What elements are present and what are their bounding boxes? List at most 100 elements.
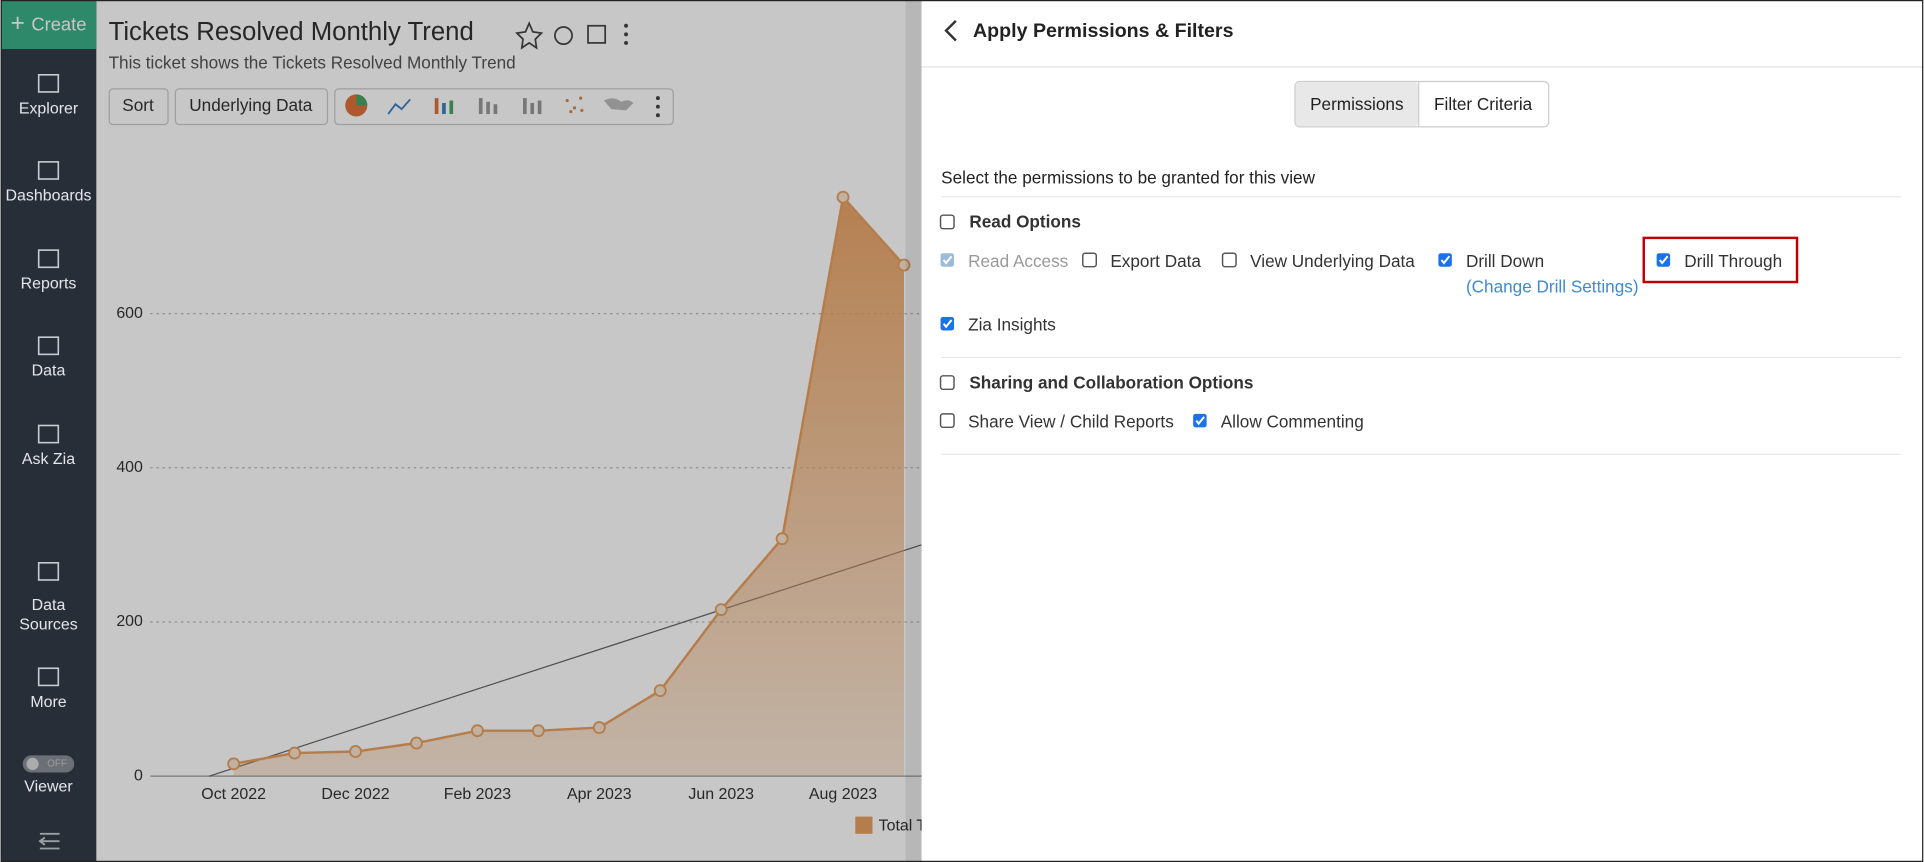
x-tick-label: Jun 2023 [688,786,754,803]
nav-label[interactable]: Reports [21,276,77,293]
x-tick-label: Feb 2023 [444,786,511,803]
nav-icon[interactable] [37,73,60,93]
plus-icon: + [10,10,24,37]
chart: 0 200 400 600 Oct 2022 Dec 2022 Feb 2023 Apr 20… [116,190,927,835]
option-label: Read Access [968,251,1068,271]
change-drill-settings-link[interactable]: (Change Drill Settings) [1466,277,1639,297]
nav-label[interactable]: Sources [19,617,77,634]
option-label: Allow Commenting [1221,412,1364,432]
panel-shadow [905,0,923,862]
option-checkbox[interactable] [1221,252,1237,268]
line [233,194,905,766]
checkmark [1195,416,1205,426]
tab-label[interactable]: Filter Criteria [1434,94,1533,114]
section-label: Read Options [969,212,1081,232]
x-tick-label: Dec 2022 [321,786,389,803]
nav-label[interactable]: Explorer [19,100,79,117]
data-point [592,721,606,735]
legend-label: Total T [879,818,927,835]
data-point [714,603,728,617]
toggle-label: OFF [47,758,67,769]
area [233,197,905,777]
nav-label[interactable]: More [30,694,66,711]
sort-label[interactable]: Sort [122,95,154,115]
option-label: Zia Insights [968,315,1056,335]
scatter-icon[interactable] [565,96,584,114]
x-tick-label: Apr 2023 [567,786,632,803]
option-checkbox [940,253,955,267]
tab-active-bg [1295,82,1419,127]
data-point [227,757,241,771]
map-icon[interactable] [603,98,634,111]
underlying-data-label[interactable]: Underlying Data [189,95,312,115]
nav-label[interactable]: Ask Zia [22,451,75,468]
data-point [653,684,667,698]
report-subtitle: This ticket shows the Tickets Resolved M… [109,52,516,72]
nav-label[interactable]: Viewer [24,778,73,795]
create-button[interactable] [0,0,97,50]
nav-label[interactable]: Data [32,363,66,380]
nav-icon[interactable] [37,667,60,687]
bar-icon[interactable] [434,98,454,115]
instruction: Select the permissions to be granted for… [941,168,1315,188]
section-checkbox[interactable] [939,214,955,230]
nav-icon[interactable] [37,249,60,269]
y-tick-label: 0 [134,767,143,784]
collapse-icon[interactable] [38,832,60,850]
refresh-icon[interactable] [554,26,573,46]
legend-swatch [855,816,873,834]
save-icon[interactable] [587,24,607,44]
nav-label[interactable]: Dashboards [6,187,92,204]
x-tick-label: Aug 2023 [809,786,877,803]
create-label[interactable]: Create [31,14,86,35]
checkmark [1440,255,1451,265]
option-checkbox[interactable] [1656,253,1671,267]
line-icon[interactable] [387,98,411,115]
checkmark [1658,255,1669,265]
checkmark [942,255,953,265]
sidebar-nav: Explorer Dashboards Reports Data Ask Zia Data… [6,73,92,795]
nav-icon[interactable] [37,161,60,180]
option-checkbox[interactable] [1082,252,1098,268]
y-tick-label: 200 [116,613,143,630]
sidebar [0,0,97,862]
nav-icon[interactable] [37,562,60,581]
panel-background [921,0,1924,862]
x-tick-label: Oct 2022 [201,786,266,803]
data-point [470,724,484,738]
data-point [531,724,545,738]
option-checkbox[interactable] [939,413,955,429]
report-area: + Create OFF Tickets Resolved Monthly Tr… [0,0,927,862]
highlight-box [1642,236,1799,284]
data-point [349,745,362,758]
more-icon[interactable] [624,23,628,45]
y-tick-label: 600 [116,305,143,322]
underlying-data-button[interactable] [174,88,329,126]
data-point [410,736,423,750]
nav-icon[interactable] [37,424,60,444]
y-tick-label: 400 [116,459,143,476]
sort-button[interactable] [108,88,169,126]
toolbar-more-icon[interactable] [655,96,660,118]
option-checkbox[interactable] [940,316,955,331]
data-point [836,190,850,204]
nav-label[interactable]: Data [32,597,66,614]
pie-slice [356,94,368,106]
favorite-icon[interactable] [515,21,544,50]
option-checkbox[interactable] [1193,413,1207,428]
column-icon[interactable] [523,98,542,115]
option-label: Drill Down [1466,251,1544,271]
nav-icon[interactable] [37,336,60,356]
data-point [775,532,789,546]
permissions-panel: Apply Permissions & Filters Select the p… [921,0,1924,862]
option-label: View Underlying Data [1250,251,1415,271]
back-button[interactable] [944,19,957,42]
option-label: Export Data [1110,251,1201,271]
option-checkbox[interactable] [1438,253,1452,267]
section-checkbox[interactable] [939,375,955,391]
data-point [897,258,911,272]
option-label: Drill Through [1684,251,1782,271]
tab-label[interactable]: Permissions [1310,94,1403,114]
chart-type-toolbar [334,88,674,126]
stacked-icon[interactable] [478,98,498,115]
